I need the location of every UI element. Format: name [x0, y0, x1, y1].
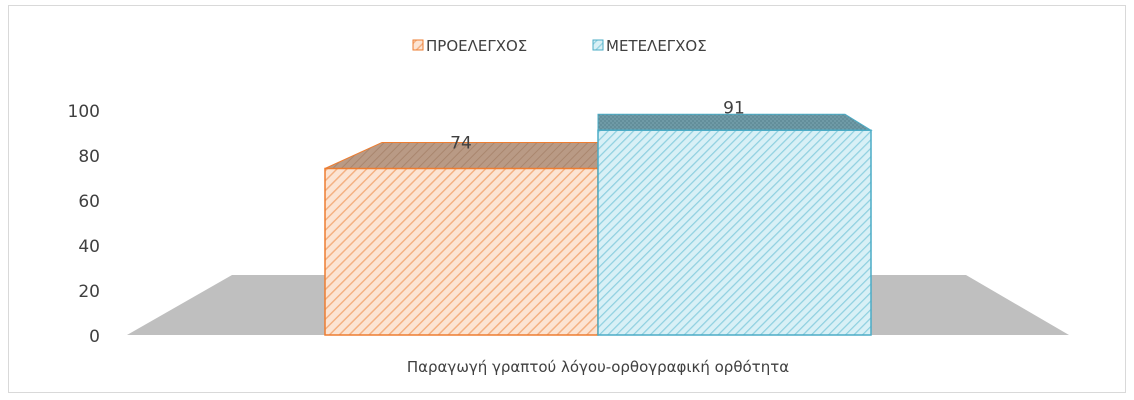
legend-swatch-post [592, 39, 604, 51]
data-labels: 74 91 [450, 98, 745, 153]
y-tick-label: 40 [78, 237, 100, 257]
legend-label-pre: ΠΡΟΕΛΕΓΧΟΣ [426, 37, 527, 55]
legend: ΠΡΟΕΛΕΓΧΟΣ ΜΕΤΕΛΕΓΧΟΣ [412, 37, 707, 55]
x-category-label: Παραγωγή γραπτού λόγου-ορθογραφική ορθότ… [407, 358, 789, 376]
data-label-pre: 74 [450, 134, 472, 154]
y-tick-label: 100 [68, 102, 100, 122]
y-tick-label: 20 [78, 282, 100, 302]
y-tick-label: 80 [78, 147, 100, 167]
legend-item-post: ΜΕΤΕΛΕΓΧΟΣ [592, 37, 707, 55]
bars [324, 113, 873, 336]
y-axis-ticks: 0 20 40 60 80 100 [68, 102, 100, 347]
bar-pre [324, 167, 599, 336]
data-label-post: 91 [723, 98, 745, 118]
legend-swatch-pre [412, 39, 424, 51]
bar-post [597, 129, 872, 336]
y-tick-label: 0 [89, 327, 100, 347]
legend-label-post: ΜΕΤΕΛΕΓΧΟΣ [606, 37, 707, 55]
legend-item-pre: ΠΡΟΕΛΕΓΧΟΣ [412, 37, 527, 55]
y-tick-label: 60 [78, 192, 100, 212]
